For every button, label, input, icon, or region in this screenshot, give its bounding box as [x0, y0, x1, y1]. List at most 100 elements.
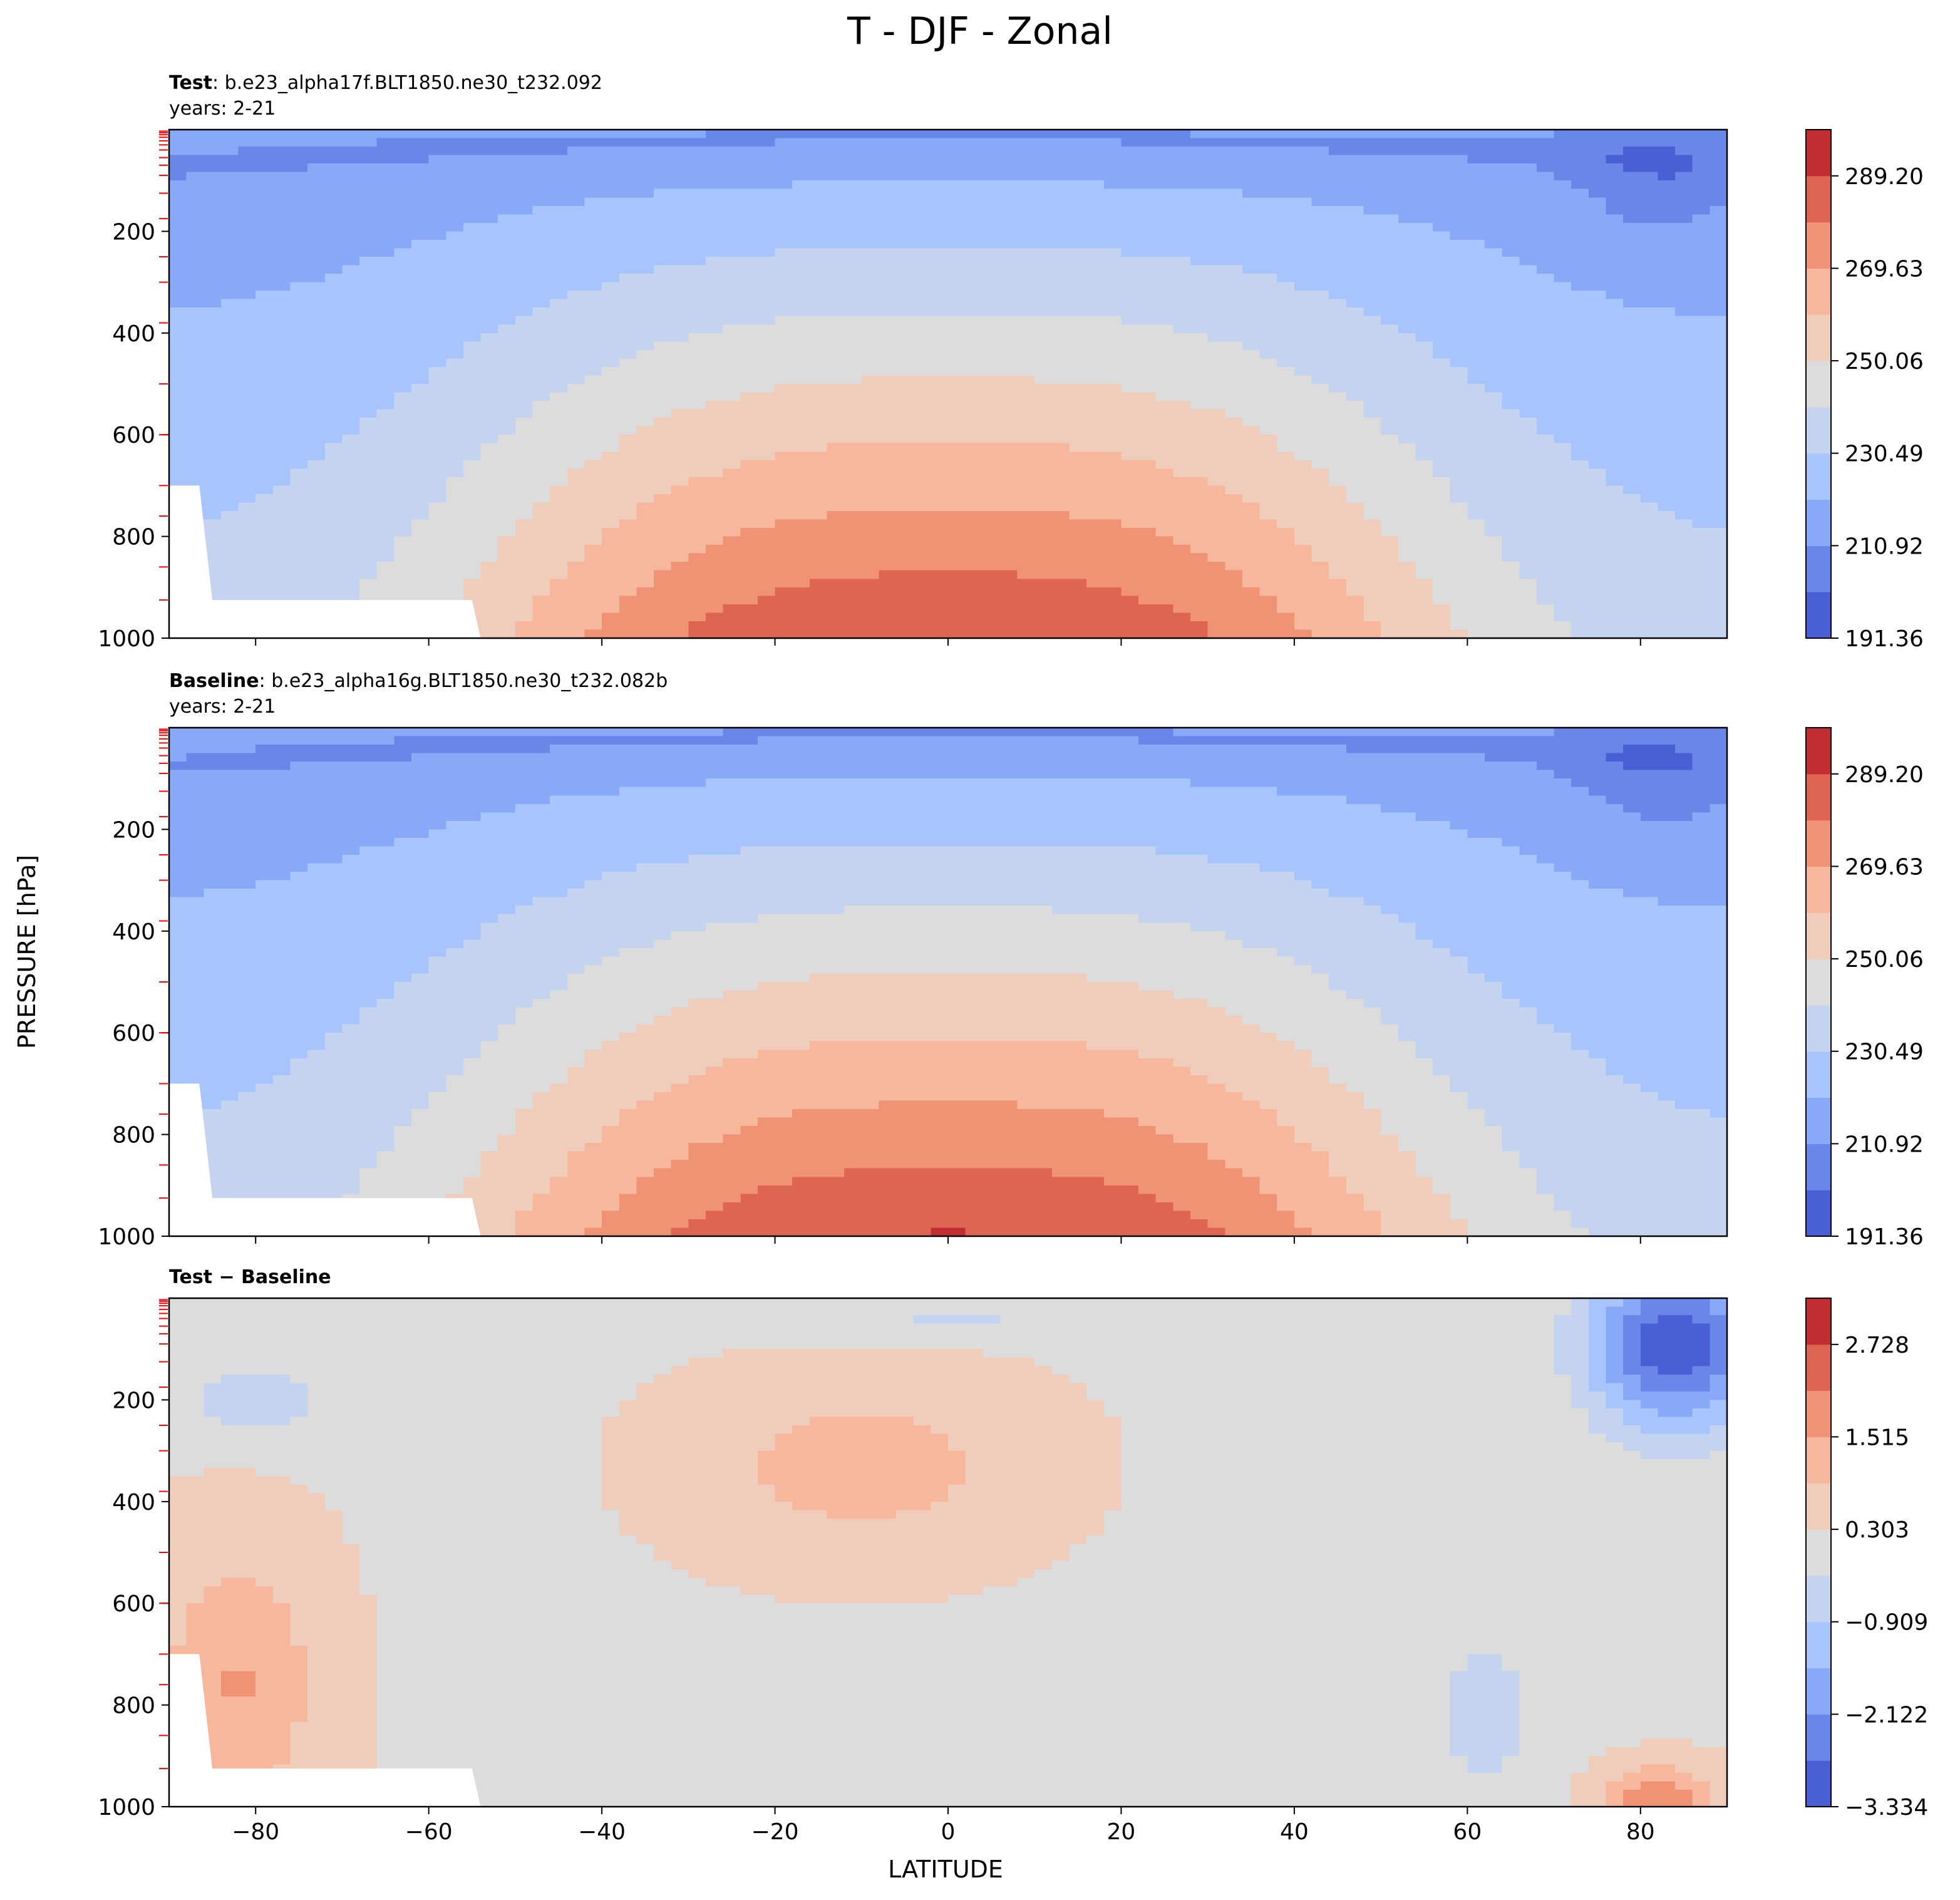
contour-cell	[1190, 485, 1209, 495]
contour-cell	[290, 401, 308, 410]
contour-cell	[1051, 528, 1070, 537]
contour-cell	[515, 358, 534, 368]
contour-cell	[238, 188, 256, 198]
contour-cell	[740, 155, 758, 164]
contour-cell	[1294, 239, 1313, 249]
contour-cell	[948, 324, 966, 334]
contour-cell	[290, 257, 308, 266]
contour-cell	[1502, 452, 1520, 461]
contour-cell	[1502, 460, 1520, 469]
contour-cell	[463, 409, 482, 418]
contour-cell	[636, 536, 654, 545]
contour-cell	[1294, 409, 1313, 418]
contour-cell	[220, 130, 239, 139]
contour-cell	[550, 409, 568, 418]
contour-cell	[1675, 172, 1693, 181]
contour-cell	[1138, 358, 1157, 368]
contour-cell	[1346, 163, 1364, 173]
contour-cell	[723, 493, 741, 503]
contour-cell	[913, 180, 931, 190]
contour-cell	[255, 452, 274, 461]
contour-cell	[1467, 180, 1485, 190]
contour-cell	[1259, 418, 1277, 427]
contour-cell	[394, 358, 412, 368]
contour-cell	[411, 409, 430, 418]
contour-cell	[809, 324, 828, 334]
contour-cell	[723, 130, 741, 139]
contour-cell	[705, 197, 724, 207]
contour-cell	[1121, 248, 1139, 257]
contour-cell	[1381, 197, 1399, 207]
contour-cell	[1381, 579, 1399, 588]
contour-cell	[809, 358, 828, 368]
contour-cell	[1138, 384, 1157, 393]
contour-cell	[1571, 435, 1589, 444]
contour-cell	[515, 341, 534, 351]
contour-cell	[1259, 493, 1277, 503]
contour-cell	[723, 519, 741, 529]
contour-cell	[238, 384, 256, 393]
contour-cell	[1103, 138, 1122, 147]
contour-cell	[1155, 257, 1173, 266]
contour-cell	[827, 375, 845, 385]
contour-cell	[290, 409, 308, 418]
contour-cell	[809, 511, 828, 520]
contour-cell	[861, 553, 880, 562]
contour-cell	[1554, 493, 1572, 503]
contour-cell	[186, 197, 204, 207]
contour-cell	[290, 528, 308, 537]
contour-cell	[567, 452, 585, 461]
contour-cell	[1329, 460, 1347, 469]
contour-cell	[965, 366, 983, 376]
contour-cell	[342, 401, 360, 410]
contour-cell	[654, 349, 672, 359]
contour-cell	[411, 418, 430, 427]
contour-cell	[1571, 265, 1589, 274]
contour-cell	[238, 231, 256, 240]
contour-cell	[1277, 536, 1295, 545]
contour-cell	[1554, 349, 1572, 359]
contour-cell	[965, 130, 983, 139]
contour-cell	[948, 180, 966, 190]
contour-cell	[1675, 468, 1693, 478]
contour-cell	[1484, 138, 1503, 147]
contour-cell	[186, 452, 204, 461]
contour-cell	[1069, 579, 1087, 588]
contour-cell	[1675, 579, 1693, 588]
contour-cell	[827, 155, 845, 164]
contour-cell	[1294, 163, 1313, 173]
contour-cell	[1588, 536, 1607, 545]
contour-cell	[1277, 265, 1295, 274]
contour-cell	[1155, 188, 1173, 198]
contour-cell	[1138, 587, 1157, 596]
contour-cell	[1450, 536, 1468, 545]
contour-cell	[446, 528, 464, 537]
contour-cell	[1588, 392, 1607, 401]
contour-cell	[376, 333, 395, 342]
contour-cell	[1329, 163, 1347, 173]
contour-cell	[1155, 231, 1173, 240]
contour-cell	[1346, 180, 1364, 190]
contour-cell	[705, 460, 724, 469]
contour-cell	[342, 435, 360, 444]
contour-cell	[480, 197, 498, 207]
contour-cell	[1675, 570, 1693, 579]
contour-cell	[1640, 375, 1659, 385]
contour-cell	[1121, 493, 1139, 503]
contour-cell	[1103, 282, 1122, 291]
contour-cell	[1225, 188, 1243, 198]
contour-cell	[619, 291, 637, 300]
contour-cell	[1710, 375, 1728, 385]
contour-cell	[913, 384, 931, 393]
contour-cell	[359, 333, 378, 342]
contour-cell	[1173, 579, 1191, 588]
contour-cell	[1311, 587, 1329, 596]
contour-cell	[272, 316, 291, 325]
contour-cell	[307, 426, 326, 435]
contour-cell	[1606, 222, 1624, 232]
contour-cell	[1259, 180, 1277, 190]
contour-cell	[255, 528, 274, 537]
contour-cell	[220, 493, 239, 503]
contour-cell	[1034, 172, 1053, 181]
contour-cell	[948, 384, 966, 393]
